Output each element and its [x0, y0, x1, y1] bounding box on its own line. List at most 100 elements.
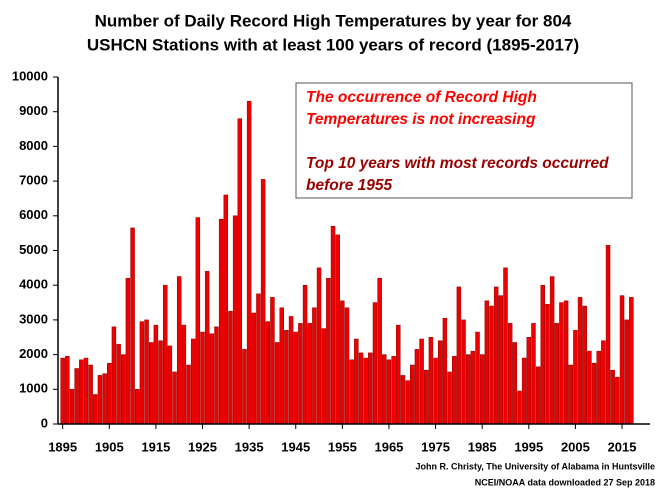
bar	[456, 286, 462, 425]
bar	[125, 278, 131, 425]
bar	[615, 376, 620, 425]
bar	[330, 225, 336, 425]
bar	[139, 321, 145, 425]
bar	[549, 276, 555, 425]
x-tick-label: 1995	[514, 439, 543, 454]
bar	[405, 380, 410, 425]
bar	[148, 342, 154, 425]
bar	[545, 304, 550, 425]
bar	[69, 389, 75, 425]
bar	[83, 357, 89, 425]
bar	[270, 297, 275, 425]
bar	[591, 363, 597, 425]
bar	[344, 307, 350, 425]
bar	[214, 326, 219, 425]
bar	[433, 357, 438, 425]
bar	[237, 118, 243, 425]
bar	[563, 300, 569, 425]
bar	[335, 234, 340, 425]
bar	[363, 357, 368, 425]
bar	[540, 284, 546, 425]
bar	[396, 324, 401, 425]
bar	[526, 337, 532, 425]
bar	[568, 364, 573, 425]
bar	[298, 323, 303, 425]
x-tick-label: 1955	[328, 439, 357, 454]
bar	[582, 305, 587, 425]
bar	[228, 310, 233, 425]
bar	[382, 354, 387, 425]
bar	[312, 307, 317, 425]
bar	[204, 271, 210, 425]
bar	[302, 284, 308, 425]
y-tick-label: 5000	[19, 242, 48, 257]
bar	[377, 278, 382, 425]
bar	[442, 317, 448, 425]
bar	[135, 389, 140, 425]
bar	[260, 179, 266, 425]
x-tick-label: 1895	[48, 439, 77, 454]
bar	[535, 366, 541, 425]
bar	[209, 333, 215, 425]
y-tick-label: 7000	[19, 173, 48, 188]
bar	[326, 278, 331, 425]
y-tick-label: 8000	[19, 138, 48, 153]
bar	[358, 352, 364, 425]
y-tick-label: 3000	[19, 311, 48, 326]
bar	[242, 349, 247, 425]
bar	[265, 321, 270, 425]
bar	[372, 302, 378, 425]
bar	[484, 300, 490, 425]
bar	[195, 217, 201, 425]
annotation: Temperatures is not increasing	[306, 111, 536, 128]
bar	[465, 354, 471, 425]
bar	[340, 300, 345, 425]
bar	[181, 324, 187, 425]
bar	[93, 394, 98, 425]
bar	[601, 340, 606, 425]
x-tick-label: 1975	[421, 439, 450, 454]
bar	[65, 356, 70, 425]
x-tick-label: 1965	[374, 439, 403, 454]
bar	[176, 276, 182, 425]
bar	[307, 323, 312, 425]
y-tick-label: 10000	[12, 68, 48, 83]
bar	[218, 219, 224, 425]
y-tick-label: 1000	[19, 381, 48, 396]
bar	[279, 307, 284, 425]
x-tick-label: 1935	[235, 439, 264, 454]
bar	[577, 297, 583, 425]
bar	[559, 302, 564, 425]
x-tick-label: 1945	[281, 439, 310, 454]
bar	[521, 357, 527, 425]
bar	[162, 284, 168, 425]
bar	[321, 328, 326, 425]
bar	[447, 371, 452, 425]
bar	[517, 390, 522, 425]
bar	[288, 316, 294, 425]
bar	[493, 286, 499, 425]
bar	[479, 354, 485, 425]
bar	[200, 331, 205, 425]
bar	[573, 330, 578, 425]
bar	[349, 359, 354, 425]
bar	[587, 350, 592, 425]
bar	[498, 295, 504, 425]
bar	[130, 227, 135, 425]
source: NCEI/NOAA data downloaded 27 Sep 2018	[475, 477, 655, 487]
y-tick-label: 6000	[19, 207, 48, 222]
bar	[424, 369, 429, 425]
bar	[256, 293, 261, 425]
chart-title: Number of Daily Record High Temperatures…	[95, 11, 572, 30]
annotation: The occurrence of Record High	[306, 89, 537, 106]
annotation: Top 10 years with most records occurred	[306, 155, 609, 172]
bar	[190, 338, 196, 425]
bar	[512, 342, 518, 425]
bar	[158, 340, 163, 425]
bar	[605, 245, 611, 425]
bar	[246, 101, 252, 425]
bar	[391, 356, 396, 425]
bar	[223, 194, 229, 425]
bar	[610, 369, 615, 425]
